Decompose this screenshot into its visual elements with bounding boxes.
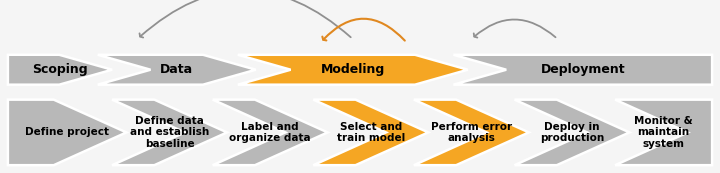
Polygon shape [238,55,468,85]
Polygon shape [615,100,712,165]
Text: Deploy in
production: Deploy in production [540,122,604,143]
Text: Label and
organize data: Label and organize data [230,122,311,143]
Text: Define project: Define project [25,127,109,137]
Polygon shape [414,100,529,165]
Text: Define data
and establish
baseline: Define data and establish baseline [130,116,210,149]
Polygon shape [112,100,227,165]
Text: Select and
train model: Select and train model [337,122,405,143]
Polygon shape [98,55,256,85]
Text: Deployment: Deployment [541,63,625,76]
Polygon shape [212,100,328,165]
Polygon shape [8,100,127,165]
Polygon shape [454,55,712,85]
Text: Scoping: Scoping [32,63,88,76]
Text: Data: Data [160,63,193,76]
Text: Modeling: Modeling [320,63,385,76]
Polygon shape [313,100,428,165]
Text: Perform error
analysis: Perform error analysis [431,122,512,143]
Polygon shape [8,55,112,85]
Text: Monitor &
maintain
system: Monitor & maintain system [634,116,693,149]
Polygon shape [515,100,629,165]
